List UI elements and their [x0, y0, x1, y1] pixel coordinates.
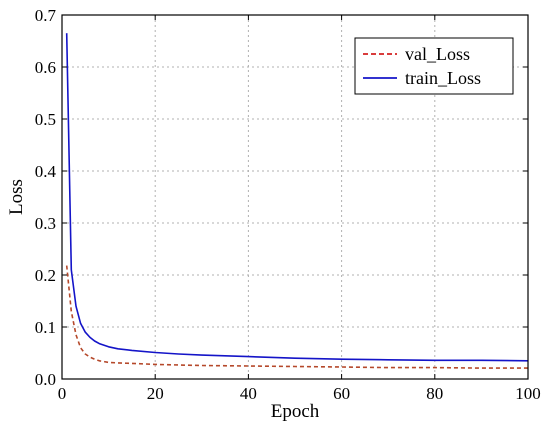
x-axis-label: Epoch — [271, 401, 320, 422]
y-axis-label: Loss — [6, 179, 27, 215]
legend-label-val-loss: val_Loss — [405, 44, 470, 64]
y-tick-label: 0.5 — [35, 110, 56, 129]
series-line-train-loss — [65, 33, 529, 362]
y-tick-label: 0.3 — [35, 214, 56, 233]
series-lines — [65, 33, 529, 369]
x-tick-label: 60 — [333, 384, 350, 403]
x-tick-label: 80 — [426, 384, 443, 403]
y-tick-label: 0.1 — [35, 318, 56, 337]
legend: val_Loss train_Loss — [354, 37, 514, 95]
x-tick-label: 40 — [240, 384, 257, 403]
y-tick-label: 0.2 — [35, 266, 56, 285]
x-tick-label: 20 — [147, 384, 164, 403]
x-tick-label: 100 — [515, 384, 541, 403]
y-tick-label: 0.0 — [35, 370, 56, 389]
plot-frame — [61, 14, 529, 380]
series-line-val-loss — [65, 265, 528, 369]
y-tick-label: 0.7 — [35, 6, 57, 25]
x-tick-label: 0 — [58, 384, 67, 403]
axis-ticks: 0 20 40 60 80 100 0.0 0.1 0.2 0.3 0.4 0.5 0.6 0.7 — [35, 6, 541, 403]
legend-label-train-loss: train_Loss — [405, 68, 481, 88]
y-tick-label: 0.6 — [35, 58, 56, 77]
y-tick-label: 0.4 — [35, 162, 57, 181]
legend-box — [354, 37, 514, 95]
